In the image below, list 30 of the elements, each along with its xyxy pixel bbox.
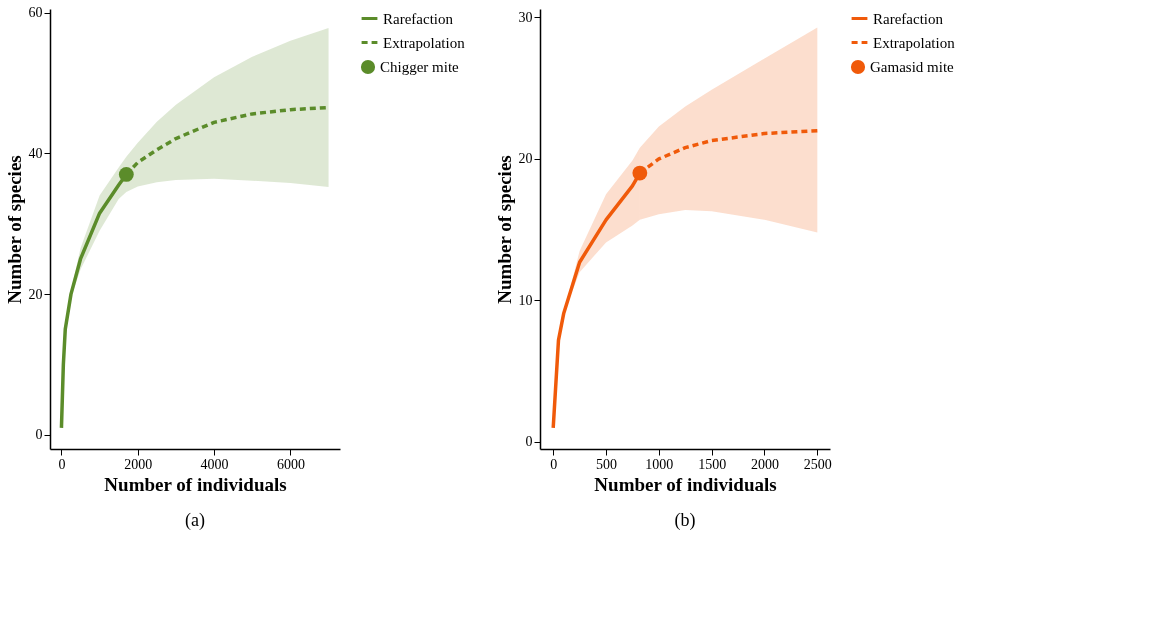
x-tick-label: 0 <box>550 456 558 472</box>
y-tick-label: 20 <box>518 151 533 167</box>
y-axis-title: Number of species <box>493 155 515 304</box>
y-tick-label: 20 <box>28 286 43 302</box>
x-tick-label: 2500 <box>803 456 832 472</box>
x-tick-label: 4000 <box>200 456 229 472</box>
legend-label: Rarefaction <box>873 10 944 27</box>
y-tick-label: 10 <box>518 292 533 308</box>
text: (b) <box>674 510 696 531</box>
legend-label: Extrapolation <box>383 34 466 51</box>
x-tick-label: 1000 <box>645 456 674 472</box>
y-tick-label: 40 <box>28 145 43 161</box>
y-tick-label: 0 <box>525 434 533 450</box>
legend-label: Gamasid mite <box>870 59 955 75</box>
legend-label: Rarefaction <box>383 10 454 27</box>
x-tick-label: 1500 <box>698 456 727 472</box>
legend-label: Chigger mite <box>380 59 460 75</box>
y-tick-label: 0 <box>35 427 43 443</box>
x-axis-title: Number of individuals <box>104 473 287 495</box>
x-tick-label: 0 <box>58 456 66 472</box>
x-tick-label: 2000 <box>751 456 779 472</box>
y-axis-title: Number of species <box>3 155 25 304</box>
text: (a) <box>185 510 205 531</box>
legend-label: Extrapolation <box>873 34 956 51</box>
x-axis-title: Number of individuals <box>594 473 777 495</box>
x-tick-label: 6000 <box>276 456 305 472</box>
y-tick-label: 60 <box>28 5 43 21</box>
x-tick-label: 2000 <box>124 456 153 472</box>
y-tick-label: 30 <box>518 9 533 25</box>
x-tick-label: 500 <box>596 456 618 472</box>
